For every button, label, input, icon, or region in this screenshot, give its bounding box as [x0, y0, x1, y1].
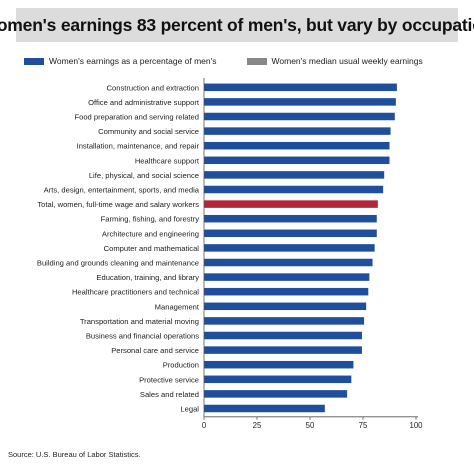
- bar: [204, 404, 325, 413]
- bar: [204, 331, 362, 340]
- legend-label-percentage: Women's earnings as a percentage of men'…: [49, 56, 217, 66]
- bar: [204, 258, 373, 267]
- legend-item-percentage: Women's earnings as a percentage of men'…: [24, 56, 217, 66]
- bar: [204, 375, 352, 384]
- x-tick-label: 50: [306, 421, 315, 430]
- bar: [204, 287, 369, 296]
- bar: [204, 390, 348, 398]
- bar: [204, 360, 354, 369]
- category-label: Healthcare support: [135, 156, 200, 165]
- category-label: Legal: [180, 405, 199, 414]
- bar: [204, 141, 390, 150]
- x-tick-label: 25: [253, 421, 262, 430]
- bar: [204, 214, 377, 223]
- legend-label-weekly-earnings: Women's median usual weekly earnings: [271, 56, 423, 66]
- category-label: Transportation and material moving: [80, 317, 199, 326]
- bar: [204, 127, 391, 135]
- category-label: Education, training, and library: [96, 273, 199, 282]
- category-label: Business and financial operations: [86, 332, 199, 341]
- category-label: Community and social service: [98, 127, 199, 136]
- category-label: Management: [155, 302, 200, 311]
- category-label: Arts, design, entertainment, sports, and…: [44, 186, 200, 195]
- x-tick-label: 75: [359, 421, 368, 430]
- bar: [204, 185, 384, 194]
- category-label: Computer and mathematical: [104, 244, 200, 253]
- bar: [204, 112, 395, 121]
- category-label: Production: [163, 361, 199, 370]
- category-label: Farming, fishing, and forestry: [101, 215, 200, 224]
- category-label: Sales and related: [140, 390, 199, 399]
- category-label: Office and administrative support: [88, 98, 200, 107]
- category-label: Personal care and service: [111, 346, 199, 355]
- category-label: Protective service: [139, 375, 199, 384]
- title-bar: Women's earnings 83 percent of men's, bu…: [0, 8, 474, 42]
- category-label: Installation, maintenance, and repair: [77, 142, 200, 151]
- legend-swatch-percentage: [24, 57, 44, 65]
- bar-highlight: [204, 200, 378, 208]
- category-label: Healthcare practitioners and technical: [72, 288, 199, 297]
- category-label: Life, physical, and social science: [89, 171, 199, 180]
- legend-item-weekly-earnings: Women's median usual weekly earnings: [246, 56, 423, 66]
- bar: [204, 244, 375, 252]
- category-label: Construction and extraction: [107, 83, 199, 92]
- category-label: Building and grounds cleaning and mainte…: [37, 259, 199, 268]
- bar: [204, 83, 397, 92]
- x-tick-label: 0: [202, 421, 207, 430]
- category-label: Total, women, full-time wage and salary …: [37, 200, 199, 209]
- bar: [204, 229, 377, 238]
- category-label: Food preparation and serving related: [74, 113, 199, 122]
- chart-title: Women's earnings 83 percent of men's, bu…: [0, 14, 474, 35]
- bar: [204, 156, 390, 165]
- category-label: Architecture and engineering: [102, 229, 199, 238]
- bar: [204, 302, 367, 311]
- x-tick-label: 100: [409, 421, 423, 430]
- bar: [204, 346, 362, 354]
- source-note: Source: U.S. Bureau of Labor Statistics.: [8, 450, 141, 459]
- bar: [204, 273, 370, 281]
- bar: [204, 317, 365, 325]
- legend: Women's earnings as a percentage of men'…: [24, 54, 453, 68]
- bar: [204, 171, 385, 179]
- legend-swatch-weekly-earnings: [246, 57, 267, 65]
- bar: [204, 98, 396, 106]
